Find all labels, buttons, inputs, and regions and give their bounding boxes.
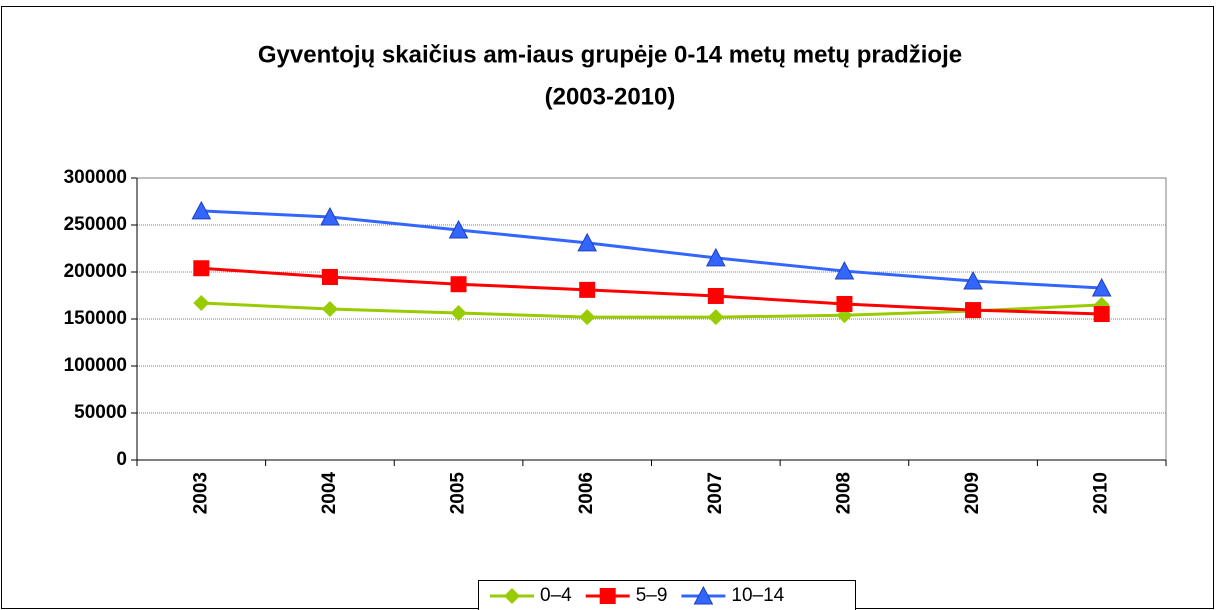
legend-label: 10–14 [731,585,784,606]
marker [577,232,598,252]
marker [579,309,596,326]
marker [193,295,210,312]
x-tick-label: 2003 [190,472,211,514]
marker [191,200,212,220]
x-tick-label: 2006 [576,472,597,514]
marker [1091,277,1112,297]
marker [963,270,983,290]
x-tick-label: 2010 [1091,472,1112,514]
marker [707,287,724,304]
y-tick-label: 300000 [64,167,127,188]
y-tick-label: 250000 [64,214,127,235]
marker [1093,306,1110,323]
y-tick-label: 100000 [64,355,127,376]
legend: 0–4 5–9 10–14 [478,580,856,610]
x-tick-label: 2005 [448,472,469,515]
y-tick-label: 50000 [74,402,127,423]
marker [693,585,714,605]
marker [450,276,467,293]
x-tick-label: 2008 [833,472,854,514]
marker [965,302,982,319]
marker [599,588,616,604]
marker [448,219,469,239]
y-tick-label: 0 [116,449,127,470]
series-line [201,209,1102,290]
x-tick-label: 2007 [705,472,726,514]
marker [834,260,855,280]
marker [504,588,520,604]
marker [193,260,210,277]
marker [320,206,340,226]
legend-label: 0–4 [540,585,572,606]
series-line [201,266,1102,316]
marker [450,304,467,321]
legend-box [478,580,856,610]
marker [579,281,596,298]
marker [836,295,853,312]
x-tick-label: 2009 [962,472,983,514]
y-tick-label: 200000 [64,261,127,282]
marker [321,301,338,318]
series-line [201,301,1102,319]
x-tick-label: 2004 [319,472,340,515]
y-tick-label: 150000 [64,308,127,329]
chart-title: Gyventojų skaičius am-iaus grupėje 0-14 … [258,41,962,68]
marker [321,268,338,285]
legend-label: 5–9 [636,585,668,606]
marker [705,247,726,267]
chart-title: (2003-2010) [545,83,676,110]
marker [707,309,724,326]
